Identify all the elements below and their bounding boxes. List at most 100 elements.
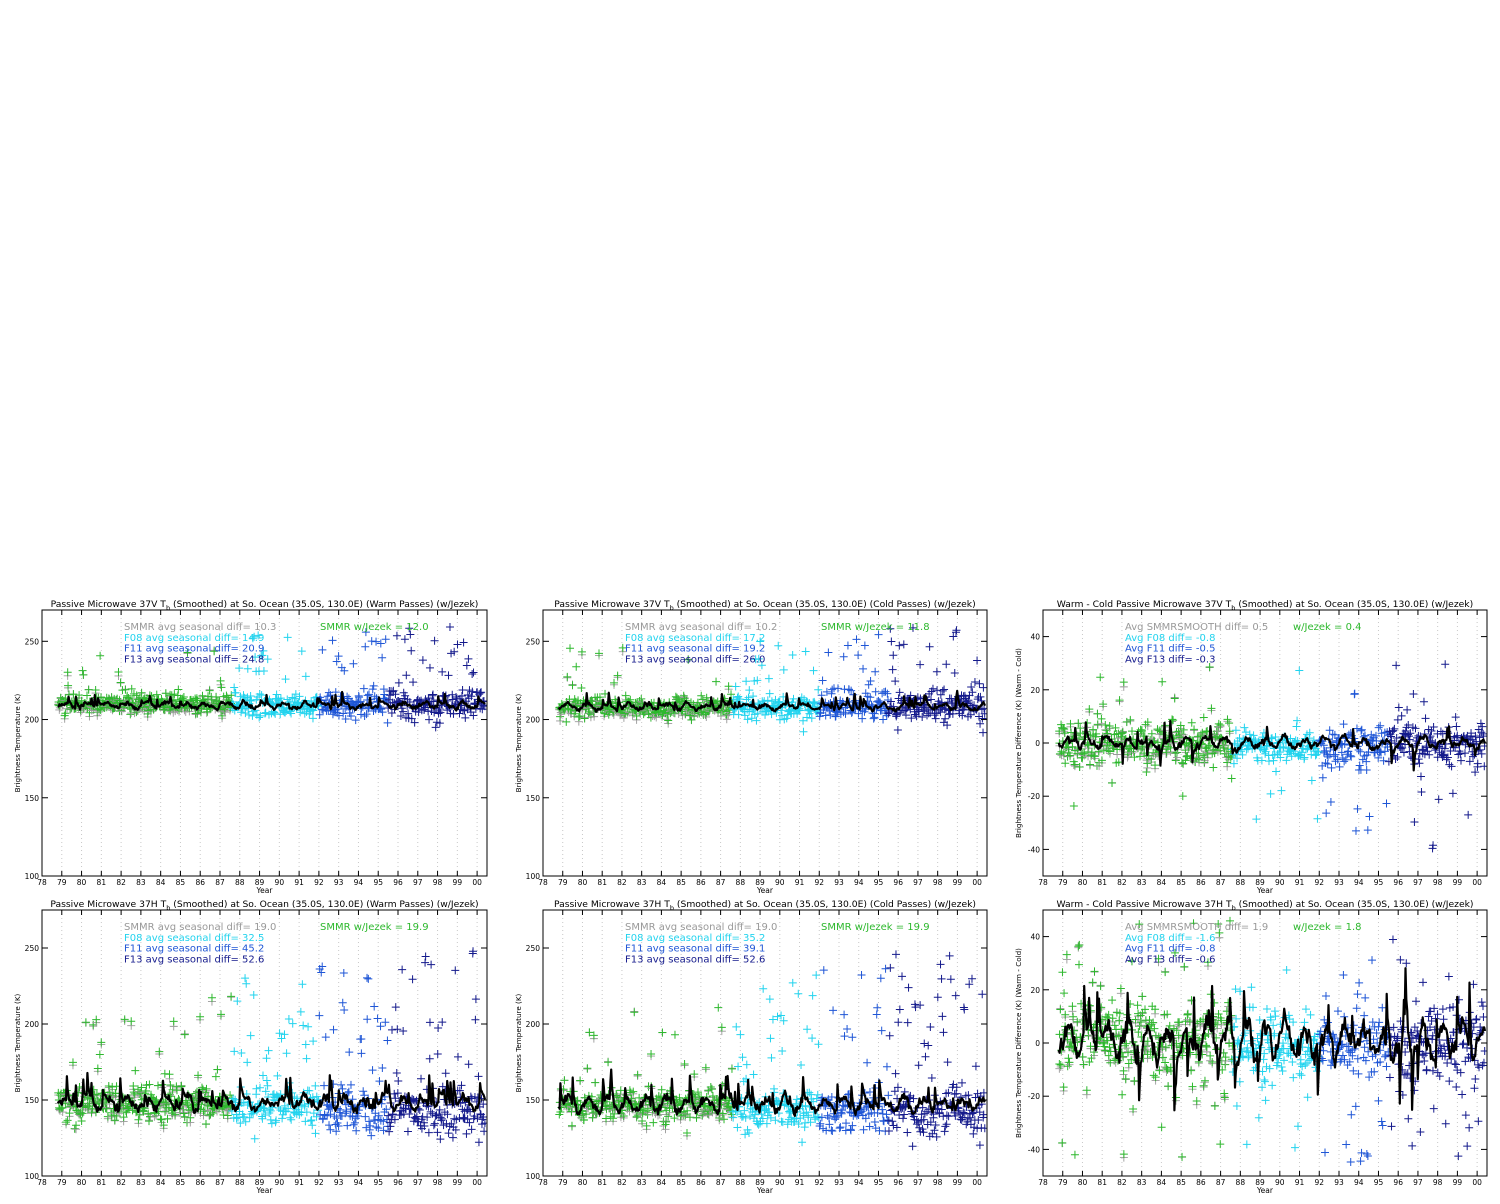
marker-smmr bbox=[577, 684, 585, 692]
marker-f13 bbox=[926, 643, 934, 651]
x-tick-label: 97 bbox=[913, 878, 923, 887]
marker-f08 bbox=[237, 1049, 245, 1057]
marker-f11 bbox=[380, 1126, 388, 1134]
marker-smmr bbox=[697, 692, 705, 700]
marker-f08 bbox=[739, 1053, 747, 1061]
marker-f11 bbox=[365, 690, 373, 698]
marker-f13 bbox=[462, 1130, 470, 1138]
marker-f11 bbox=[854, 651, 862, 659]
x-tick-label: 95 bbox=[373, 878, 383, 887]
marker-f08 bbox=[746, 1112, 754, 1120]
marker-f08 bbox=[1265, 757, 1273, 765]
marker-f08 bbox=[797, 1061, 805, 1069]
marker-f08 bbox=[1295, 667, 1303, 675]
marker-smmr bbox=[712, 678, 720, 686]
marker-f08 bbox=[1270, 757, 1278, 765]
marker-f13 bbox=[388, 1026, 396, 1034]
marker-smmr bbox=[208, 994, 216, 1002]
marker-f08 bbox=[789, 651, 797, 659]
marker-f13 bbox=[1409, 690, 1417, 698]
marker-f08 bbox=[298, 647, 306, 655]
marker-f11 bbox=[883, 690, 891, 698]
marker-f13 bbox=[933, 668, 941, 676]
marker-f13 bbox=[1393, 753, 1401, 761]
marker-smmr bbox=[1076, 729, 1084, 737]
marker-f11 bbox=[378, 654, 386, 662]
marker-f08 bbox=[798, 1138, 806, 1146]
marker-f13 bbox=[1435, 795, 1443, 803]
x-tick-label: 82 bbox=[1117, 878, 1127, 887]
marker-f13 bbox=[401, 635, 409, 643]
title-text-b: (Smoothed) at So. Ocean (35.0S, 130.0E) … bbox=[170, 899, 478, 910]
marker-f11 bbox=[1353, 805, 1361, 813]
series-f13 bbox=[1385, 660, 1489, 852]
series-smmr bbox=[555, 1004, 736, 1140]
annotation-line: SMMR avg seasonal diff= 10.2 bbox=[625, 622, 777, 633]
marker-f08 bbox=[1240, 724, 1248, 732]
marker-f13 bbox=[460, 639, 468, 647]
marker-f11 bbox=[867, 677, 875, 685]
marker-smmr bbox=[174, 686, 182, 694]
marker-f08 bbox=[260, 667, 268, 675]
marker-smmr bbox=[72, 1121, 80, 1129]
marker-f13 bbox=[454, 1053, 462, 1061]
y-tick-label: 250 bbox=[526, 637, 541, 646]
series-f08 bbox=[228, 974, 323, 1143]
x-tick-label: 86 bbox=[696, 878, 706, 887]
marker-smmr bbox=[572, 663, 580, 671]
marker-f11 bbox=[342, 1107, 350, 1115]
y-tick-label: 100 bbox=[25, 1172, 40, 1181]
annotation-line: F11 avg seasonal diff= 19.2 bbox=[625, 644, 765, 655]
marker-smmr bbox=[194, 1071, 202, 1079]
marker-smmr bbox=[562, 718, 570, 726]
marker-f13 bbox=[393, 1069, 401, 1077]
x-tick-label: 81 bbox=[97, 878, 107, 887]
marker-f13 bbox=[896, 688, 904, 696]
marker-f08 bbox=[766, 1034, 774, 1042]
marker-f13 bbox=[444, 671, 452, 679]
x-tick-label: 79 bbox=[558, 878, 568, 887]
x-tick-label: 94 bbox=[1354, 878, 1364, 887]
marker-f11 bbox=[1319, 774, 1327, 782]
x-tick-label: 80 bbox=[77, 878, 87, 887]
marker-smmr bbox=[1158, 678, 1166, 686]
x-tick-label: 98 bbox=[933, 878, 943, 887]
marker-f08 bbox=[812, 971, 820, 979]
marker-f11 bbox=[859, 665, 867, 673]
x-tick-label: 93 bbox=[834, 878, 844, 887]
marker-f11 bbox=[363, 1015, 371, 1023]
x-tick-label: 90 bbox=[275, 1178, 285, 1187]
marker-f13 bbox=[409, 975, 417, 983]
x-tick-label: 99 bbox=[453, 1178, 463, 1187]
marker-f08 bbox=[304, 1023, 312, 1031]
marker-f11 bbox=[340, 969, 348, 977]
marker-f13 bbox=[1410, 818, 1418, 826]
jezek-annotation: SMMR w/Jezek = 19.9 bbox=[320, 922, 429, 933]
x-tick-label: 85 bbox=[176, 878, 186, 887]
marker-smmr bbox=[96, 1051, 104, 1059]
annotation-line: F11 avg seasonal diff= 45.2 bbox=[124, 944, 264, 955]
marker-f13 bbox=[1392, 661, 1400, 669]
x-tick-label: 98 bbox=[433, 1178, 443, 1187]
x-tick-label: 92 bbox=[314, 1178, 324, 1187]
marker-f13 bbox=[971, 678, 979, 686]
marker-f11 bbox=[844, 642, 852, 650]
title-text-a: Warm - Cold Passive Microwave 37V T bbox=[1057, 599, 1232, 610]
x-tick-label: 96 bbox=[1393, 878, 1403, 887]
marker-smmr bbox=[97, 1038, 105, 1046]
marker-f08 bbox=[311, 1082, 319, 1090]
x-tick-label: 83 bbox=[637, 878, 647, 887]
marker-f13 bbox=[1394, 716, 1402, 724]
marker-f08 bbox=[299, 1021, 307, 1029]
series-f11 bbox=[315, 628, 391, 727]
marker-f08 bbox=[251, 1135, 259, 1143]
marker-f11 bbox=[333, 658, 341, 666]
x-tick-label: 85 bbox=[1176, 878, 1186, 887]
marker-f08 bbox=[814, 686, 822, 694]
x-tick-label: 00 bbox=[1472, 878, 1482, 887]
marker-f13 bbox=[427, 1108, 435, 1116]
panel-p3: Warm - Cold Passive Microwave 37V Tb (Sm… bbox=[1014, 599, 1489, 895]
marker-f11 bbox=[325, 1121, 333, 1129]
marker-f11 bbox=[381, 1018, 389, 1026]
